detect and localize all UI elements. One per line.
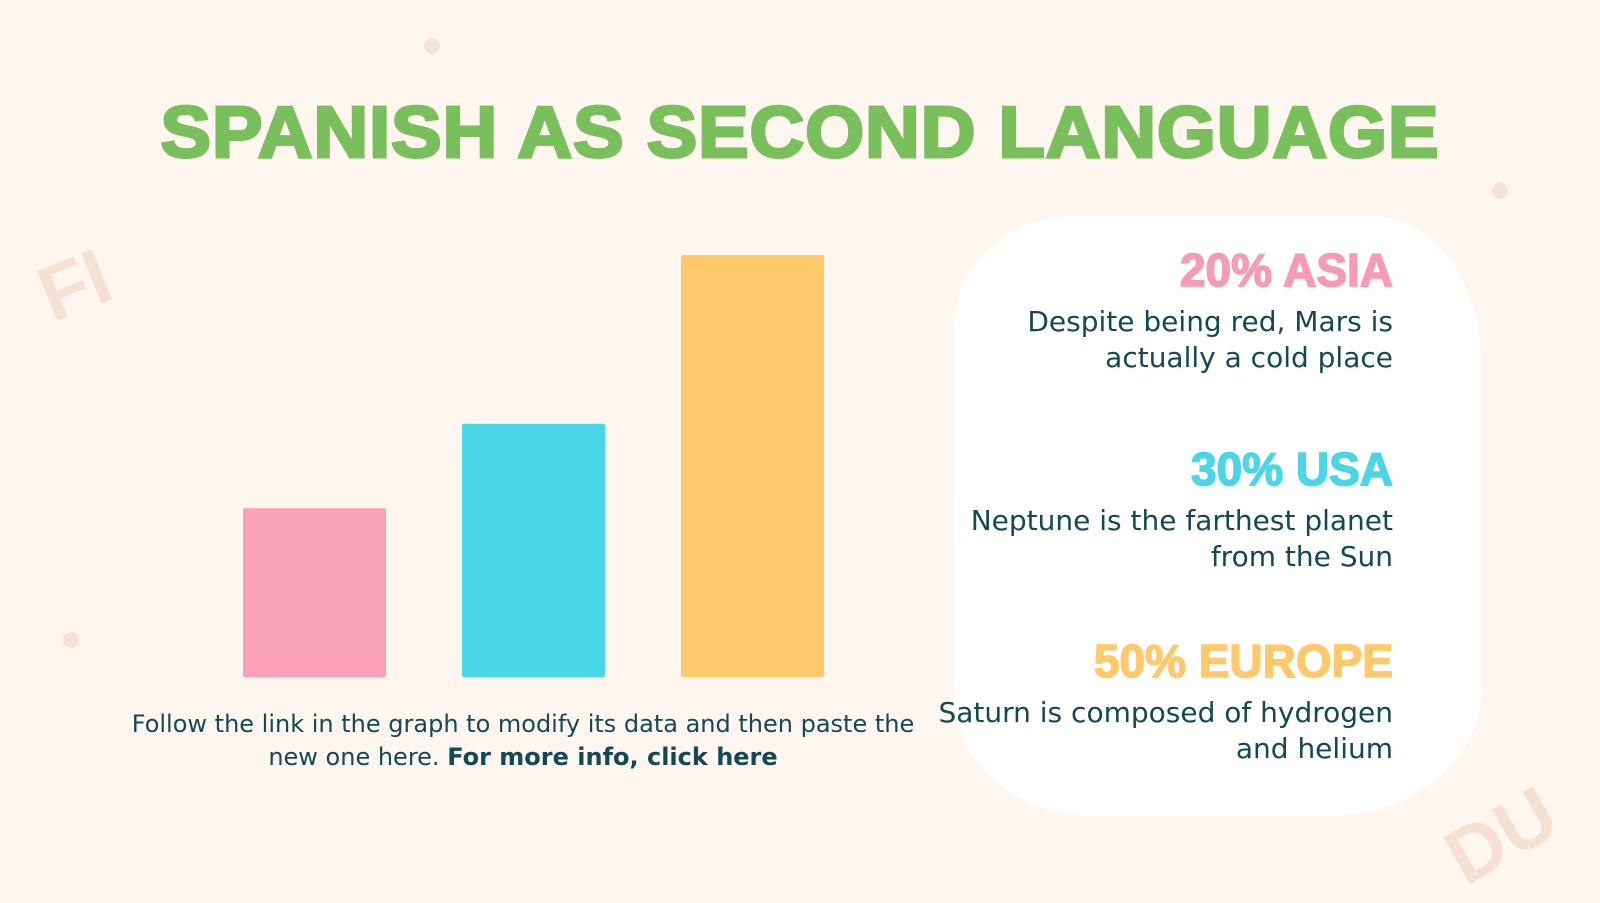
decor-dot [1492,183,1508,199]
stat-usa: 30% USA Neptune is the farthest planet f… [933,442,1394,575]
caption-text: Follow the link in the graph to modify i… [131,710,915,771]
stats-panel [954,216,1482,816]
page-title: SPANISH AS SECOND LANGUAGE [159,92,1440,175]
stat-text: Neptune is the farthest planet from the … [970,504,1393,573]
decor-dot [424,38,440,54]
more-info-link[interactable]: For more info, click here [447,743,778,771]
stat-heading: 30% USA [1190,442,1393,496]
stat-heading: 20% ASIA [1179,243,1394,297]
stat-text: Saturn is composed of hydrogen and heliu… [938,696,1393,765]
chart-caption: Follow the link in the graph to modify i… [123,708,923,774]
bar-europe[interactable] [681,255,824,677]
decor-dot [63,632,79,648]
bar-usa[interactable] [462,423,605,677]
stat-heading: 50% EUROPE [1093,634,1394,688]
stat-europe: 50% EUROPE Saturn is composed of hydroge… [933,634,1394,767]
bar-asia[interactable] [243,508,386,677]
stat-text: Despite being red, Mars is actually a co… [1027,305,1393,374]
stat-asia: 20% ASIA Despite being red, Mars is actu… [933,243,1394,376]
